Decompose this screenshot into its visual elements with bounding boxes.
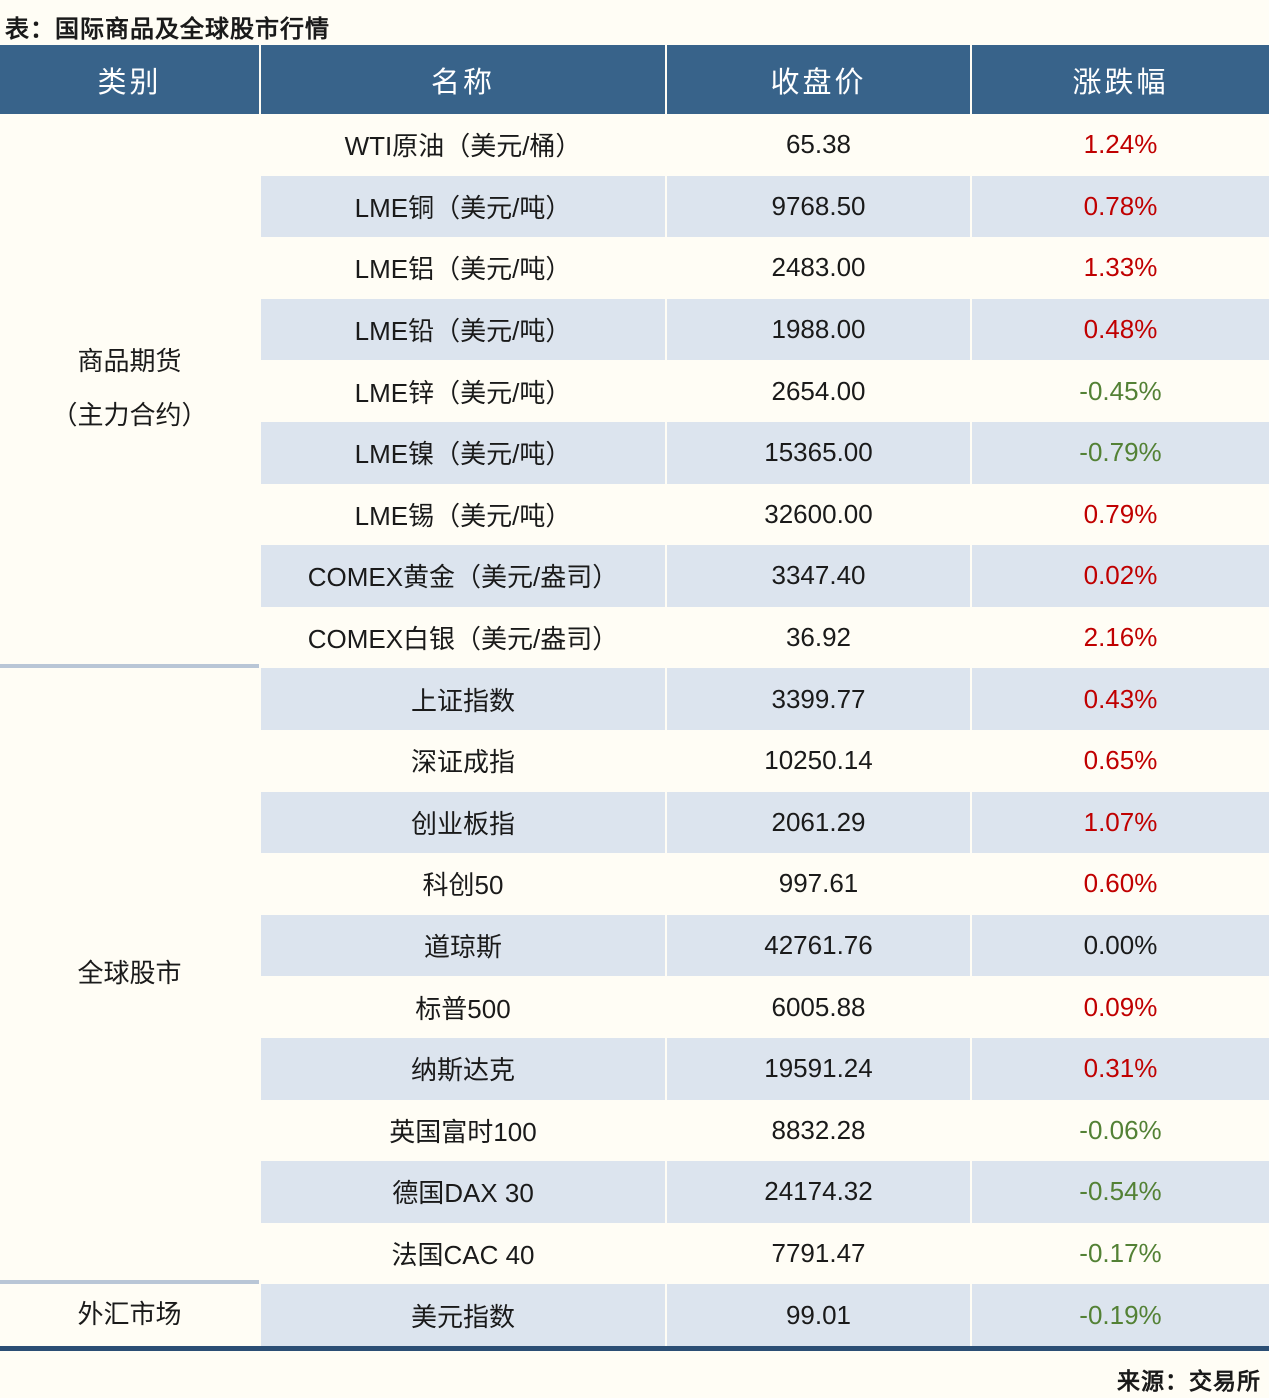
column-header-category: 类别 xyxy=(0,45,259,114)
close-cell: 36.92 xyxy=(665,606,970,669)
close-cell: 1988.00 xyxy=(665,298,970,361)
change-cell: -0.06% xyxy=(970,1099,1269,1162)
market-table: 类别 名称 收盘价 涨跌幅 商品期货 （主力合约） WTI原油（美元/桶） 65.38… xyxy=(0,45,1269,1351)
name-cell: 上证指数 xyxy=(259,668,665,730)
column-header-change: 涨跌幅 xyxy=(970,45,1269,114)
change-cell: 0.48% xyxy=(970,298,1269,361)
change-cell: -0.19% xyxy=(970,1284,1269,1346)
change-cell: 0.60% xyxy=(970,853,1269,915)
close-cell: 10250.14 xyxy=(665,729,970,792)
change-cell: 1.07% xyxy=(970,791,1269,854)
name-cell: 纳斯达克 xyxy=(259,1037,665,1100)
name-cell: LME铜（美元/吨） xyxy=(259,175,665,238)
category-cell: 商品期货 （主力合约） xyxy=(0,114,259,669)
table-title: 表：国际商品及全球股市行情 xyxy=(5,16,330,43)
close-cell: 3347.40 xyxy=(665,545,970,607)
category-label: 商品期货 xyxy=(77,346,182,377)
change-cell: 0.31% xyxy=(970,1037,1269,1100)
close-cell: 3399.77 xyxy=(665,668,970,730)
name-cell: 科创50 xyxy=(259,853,665,915)
change-cell: 2.16% xyxy=(970,606,1269,669)
close-cell: 24174.32 xyxy=(665,1161,970,1223)
change-cell: 0.00% xyxy=(970,914,1269,977)
close-cell: 32600.00 xyxy=(665,483,970,546)
name-cell: 英国富时100 xyxy=(259,1099,665,1162)
close-cell: 65.38 xyxy=(665,114,970,176)
name-cell: LME镍（美元/吨） xyxy=(259,421,665,484)
name-cell: COMEX黄金（美元/盎司） xyxy=(259,545,665,607)
change-cell: -0.45% xyxy=(970,360,1269,422)
close-cell: 2061.29 xyxy=(665,791,970,854)
name-cell: 美元指数 xyxy=(259,1284,665,1346)
data-source-note: 来源：交易所 xyxy=(1117,1367,1261,1394)
name-cell: 深证成指 xyxy=(259,729,665,792)
name-cell: 法国CAC 40 xyxy=(259,1222,665,1285)
close-cell: 9768.50 xyxy=(665,175,970,238)
close-cell: 8832.28 xyxy=(665,1099,970,1162)
name-cell: 道琼斯 xyxy=(259,914,665,977)
category-label: 全球股市 xyxy=(77,958,182,989)
category-label: （主力合约） xyxy=(51,400,208,431)
change-cell: 0.65% xyxy=(970,729,1269,792)
close-cell: 42761.76 xyxy=(665,914,970,977)
close-cell: 6005.88 xyxy=(665,976,970,1038)
category-cell: 全球股市 xyxy=(0,668,259,1285)
change-cell: -0.54% xyxy=(970,1161,1269,1223)
change-cell: -0.79% xyxy=(970,421,1269,484)
change-cell: 1.33% xyxy=(970,237,1269,299)
name-cell: 标普500 xyxy=(259,976,665,1038)
name-cell: 创业板指 xyxy=(259,791,665,854)
change-cell: 1.24% xyxy=(970,114,1269,176)
name-cell: 德国DAX 30 xyxy=(259,1161,665,1223)
change-cell: 0.79% xyxy=(970,483,1269,546)
close-cell: 15365.00 xyxy=(665,421,970,484)
category-cell: 外汇市场 xyxy=(0,1284,259,1346)
column-header-name: 名称 xyxy=(259,45,665,114)
column-header-close: 收盘价 xyxy=(665,45,970,114)
change-cell: 0.43% xyxy=(970,668,1269,730)
change-cell: -0.17% xyxy=(970,1222,1269,1285)
name-cell: LME铅（美元/吨） xyxy=(259,298,665,361)
name-cell: LME锡（美元/吨） xyxy=(259,483,665,546)
close-cell: 99.01 xyxy=(665,1284,970,1346)
category-label: 外汇市场 xyxy=(77,1299,182,1330)
close-cell: 7791.47 xyxy=(665,1222,970,1285)
close-cell: 19591.24 xyxy=(665,1037,970,1100)
name-cell: COMEX白银（美元/盎司） xyxy=(259,606,665,669)
name-cell: LME锌（美元/吨） xyxy=(259,360,665,422)
change-cell: 0.02% xyxy=(970,545,1269,607)
close-cell: 997.61 xyxy=(665,853,970,915)
change-cell: 0.09% xyxy=(970,976,1269,1038)
name-cell: WTI原油（美元/桶） xyxy=(259,114,665,176)
name-cell: LME铝（美元/吨） xyxy=(259,237,665,299)
close-cell: 2654.00 xyxy=(665,360,970,422)
change-cell: 0.78% xyxy=(970,175,1269,238)
close-cell: 2483.00 xyxy=(665,237,970,299)
